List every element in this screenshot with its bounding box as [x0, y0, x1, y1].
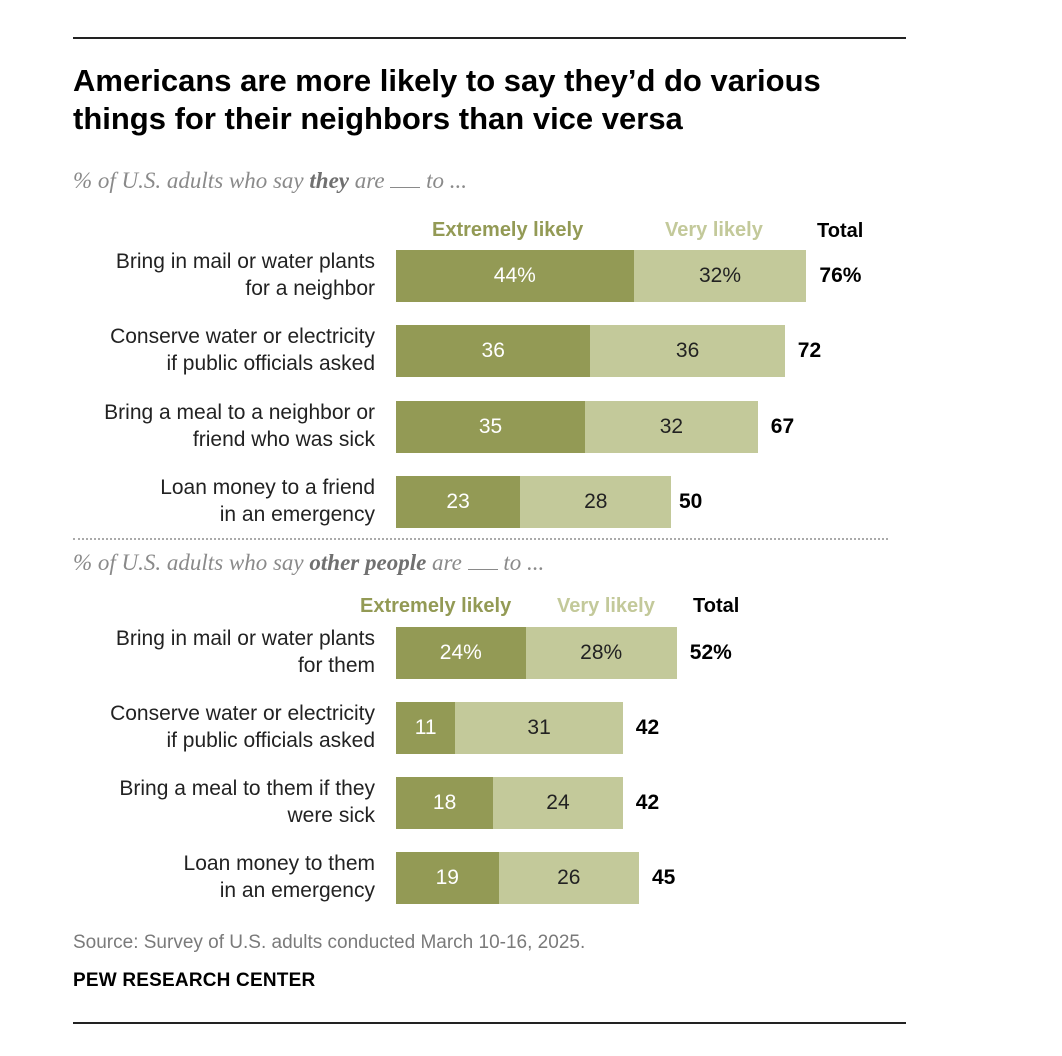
- chart-1-bar-extremely-likely-1: 44%: [396, 250, 634, 302]
- chart-2-total-label-4: 45: [652, 866, 676, 889]
- bar-value-label: 28%: [580, 641, 623, 664]
- chart-1-category-label-1: Bring in mail or water plants for a neigh…: [60, 248, 375, 302]
- chart-2-subtitle-middle: are: [426, 550, 468, 575]
- category-label-line: in an emergency: [219, 879, 375, 902]
- category-label-line: Bring a meal to them if they: [119, 777, 375, 800]
- chart-1-subtitle-prefix: % of U.S. adults who say: [73, 168, 310, 193]
- chart-2-category-label-3: Bring a meal to them if they were sick: [60, 775, 375, 829]
- chart-1-subtitle-suffix: to ...: [420, 168, 467, 193]
- brand-logo-text: PEW RESEARCH CENTER: [73, 970, 316, 991]
- chart-2-bar-extremely-likely-4: 19: [396, 852, 499, 904]
- bar-value-label: 23: [446, 490, 470, 513]
- bar-value-label: 35: [478, 415, 503, 438]
- chart-2-subtitle-prefix: % of U.S. adults who say: [73, 550, 310, 575]
- category-label-line: friend who was sick: [192, 428, 375, 451]
- top-rule: [73, 37, 906, 39]
- chart-2-total-label-3: 42: [635, 791, 660, 814]
- category-label-line: Conserve water or electricity: [110, 702, 375, 725]
- chart-1-bar-very-likely-4: 28: [520, 476, 672, 528]
- chart-1-subtitle-middle: are: [349, 168, 391, 193]
- chart-2-subtitle: % of U.S. adults who say other people ar…: [73, 550, 544, 576]
- bar-value-label: 32%: [698, 264, 741, 287]
- chart-2-subtitle-emphasis: other people: [309, 550, 427, 575]
- chart-1-total-label-2: 72: [797, 339, 822, 362]
- chart-1-bar-extremely-likely-3: 35: [396, 401, 585, 453]
- chart-1-bar-very-likely-1: 32%: [633, 250, 807, 302]
- chart-1-subtitle: % of U.S. adults who say they are to ...: [73, 168, 467, 194]
- chart-1-bar-extremely-likely-2: 36: [396, 325, 591, 377]
- category-label-line: in an emergency: [219, 503, 375, 526]
- chart-2-category-label-1: Bring in mail or water plants for them: [60, 625, 375, 679]
- bar-value-label: 32: [659, 415, 684, 438]
- chart-2-legend-extremely-likely: Extremely likely: [360, 595, 512, 617]
- chart-1-subtitle-blank: [390, 171, 421, 188]
- chart-1-subtitle-emphasis: they: [309, 168, 349, 193]
- category-label-line: for them: [297, 654, 375, 677]
- chart-2-bar-very-likely-2: 31: [455, 702, 623, 754]
- chart-title-line-2: things for their neighbors than vice ver…: [73, 101, 683, 136]
- chart-2-category-label-2: Conserve water or electricity if public o…: [60, 700, 375, 754]
- category-label-line: for a neighbor: [245, 277, 375, 300]
- category-label-line: Loan money to them: [183, 852, 375, 875]
- bar-value-label: 36: [675, 339, 700, 362]
- category-label-line: were sick: [287, 804, 375, 827]
- category-label-line: if public officials asked: [166, 352, 375, 375]
- chart-1-category-label-4: Loan money to a friend in an emergency: [60, 474, 375, 528]
- chart-2-legend-total: Total: [693, 595, 740, 617]
- bar-value-label: 31: [527, 716, 551, 739]
- chart-title-line-1: Americans are more likely to say they’d …: [73, 63, 821, 98]
- chart-2-subtitle-blank: [467, 553, 498, 570]
- bar-value-label: 18: [432, 791, 457, 814]
- bar-value-label: 26: [557, 866, 581, 889]
- bottom-rule: [73, 1022, 906, 1024]
- category-label-line: Bring a meal to a neighbor or: [104, 401, 375, 424]
- chart-2-total-label-1: 52%: [689, 641, 732, 664]
- chart-1-category-label-3: Bring a meal to a neighbor or friend who …: [60, 399, 375, 453]
- category-label-line: Loan money to a friend: [160, 476, 375, 499]
- chart-2-legend-very-likely: Very likely: [557, 595, 655, 617]
- chart-2-bar-extremely-likely-3: 18: [396, 777, 494, 829]
- chart-1-bar-extremely-likely-4: 23: [396, 476, 521, 528]
- bar-value-label: 11: [414, 716, 437, 739]
- chart-1-legend-very-likely: Very likely: [665, 219, 763, 241]
- chart-2-category-label-4: Loan money to them in an emergency: [60, 850, 375, 904]
- chart-2-bar-extremely-likely-2: 11: [396, 702, 456, 754]
- bar-value-label: 24%: [439, 641, 482, 664]
- chart-1-total-label-3: 67: [770, 415, 795, 438]
- category-label-line: Conserve water or electricity: [110, 325, 375, 348]
- chart-1-legend-total: Total: [817, 220, 864, 242]
- chart-2-bar-very-likely-3: 24: [493, 777, 623, 829]
- chart-2-subtitle-suffix: to ...: [497, 550, 545, 575]
- chart-title: Americans are more likely to say they’d …: [73, 62, 913, 138]
- chart-1-category-label-2: Conserve water or electricity if public o…: [60, 323, 375, 377]
- chart-1-legend-extremely-likely: Extremely likely: [432, 219, 584, 241]
- chart-1-bar-very-likely-2: 36: [590, 325, 785, 377]
- bar-value-label: 24: [546, 791, 570, 814]
- source-note: Source: Survey of U.S. adults conducted …: [73, 932, 586, 953]
- chart-2-bar-very-likely-4: 26: [498, 852, 639, 904]
- bar-value-label: 28: [584, 490, 608, 513]
- chart-1-bar-very-likely-3: 32: [585, 401, 758, 453]
- chart-2-bar-very-likely-1: 28%: [525, 627, 677, 679]
- category-label-line: if public officials asked: [166, 729, 375, 752]
- chart-1-total-label-1: 76%: [819, 264, 862, 287]
- bar-value-label: 44%: [493, 264, 536, 287]
- category-label-line: Bring in mail or water plants: [115, 627, 375, 650]
- section-divider: [73, 538, 888, 540]
- category-label-line: Bring in mail or water plants: [115, 250, 375, 273]
- bar-value-label: 19: [435, 866, 459, 889]
- chart-2-total-label-2: 42: [635, 716, 660, 739]
- bar-value-label: 36: [481, 339, 505, 362]
- chart-2-bar-extremely-likely-1: 24%: [396, 627, 526, 679]
- chart-1-total-label-4: 50: [679, 490, 703, 513]
